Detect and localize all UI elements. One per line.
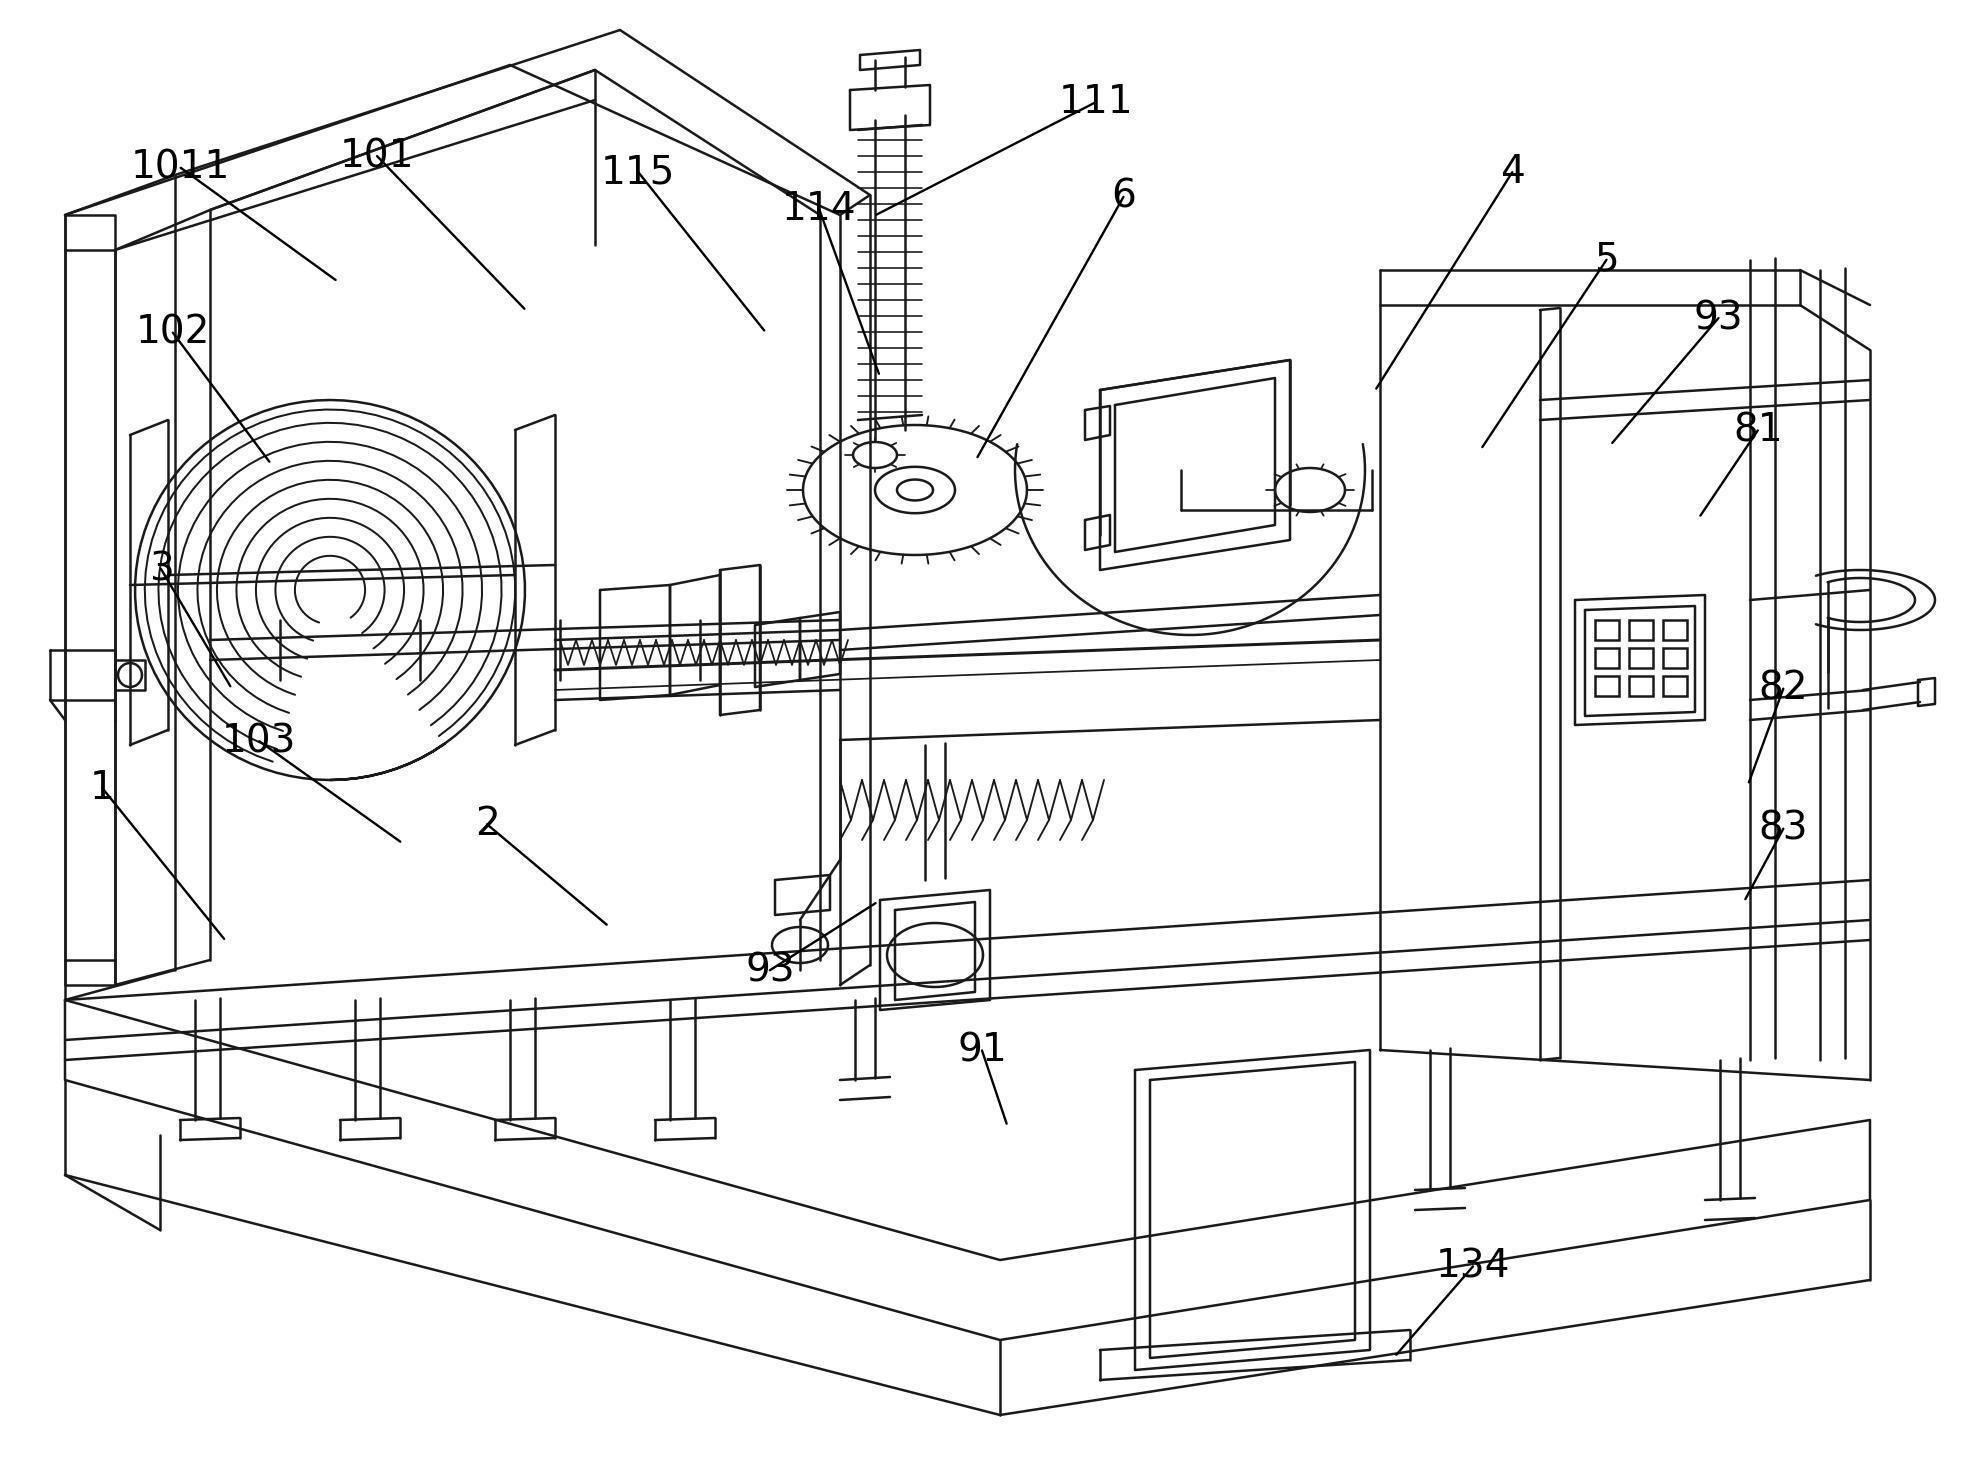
Bar xyxy=(1628,620,1654,641)
Text: 4: 4 xyxy=(1500,153,1524,191)
Text: 1011: 1011 xyxy=(132,149,230,187)
Text: 1: 1 xyxy=(90,769,114,807)
Bar xyxy=(1595,676,1618,696)
Text: 93: 93 xyxy=(1693,299,1744,337)
Text: 6: 6 xyxy=(1112,178,1135,216)
Text: 2: 2 xyxy=(475,805,499,843)
Text: 101: 101 xyxy=(340,137,414,175)
Bar xyxy=(1595,648,1618,668)
Bar xyxy=(1595,620,1618,641)
Text: 115: 115 xyxy=(601,153,676,191)
Bar xyxy=(1664,676,1687,696)
Text: 3: 3 xyxy=(149,550,173,588)
Text: 134: 134 xyxy=(1436,1247,1510,1285)
Text: 83: 83 xyxy=(1758,810,1809,848)
Text: 102: 102 xyxy=(136,314,210,352)
Text: 103: 103 xyxy=(222,722,297,760)
Text: 114: 114 xyxy=(782,190,856,228)
Text: 81: 81 xyxy=(1732,411,1783,449)
Bar xyxy=(1628,648,1654,668)
Text: 111: 111 xyxy=(1059,83,1133,121)
Text: 5: 5 xyxy=(1595,241,1618,279)
Bar xyxy=(1628,676,1654,696)
Text: 91: 91 xyxy=(956,1032,1008,1069)
Bar xyxy=(1664,620,1687,641)
Bar xyxy=(1664,648,1687,668)
Text: 82: 82 xyxy=(1758,670,1809,708)
Text: 93: 93 xyxy=(744,951,795,989)
